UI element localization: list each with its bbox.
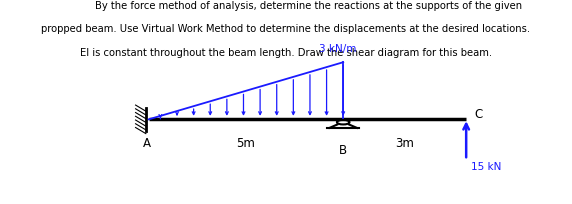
Text: By the force method of analysis, determine the reactions at the supports of the : By the force method of analysis, determi… [96, 1, 522, 11]
Text: propped beam. Use Virtual Work Method to determine the displacements at the desi: propped beam. Use Virtual Work Method to… [41, 24, 531, 34]
Text: 3 kN/m: 3 kN/m [319, 44, 356, 54]
Text: C: C [475, 108, 483, 121]
Text: 5m: 5m [237, 137, 255, 150]
Text: 15 kN: 15 kN [471, 162, 501, 172]
Text: 3m: 3m [395, 137, 414, 150]
Text: EI is constant throughout the beam length. Draw the shear diagram for this beam.: EI is constant throughout the beam lengt… [80, 48, 492, 58]
Text: B: B [339, 144, 347, 157]
Text: A: A [143, 137, 151, 150]
